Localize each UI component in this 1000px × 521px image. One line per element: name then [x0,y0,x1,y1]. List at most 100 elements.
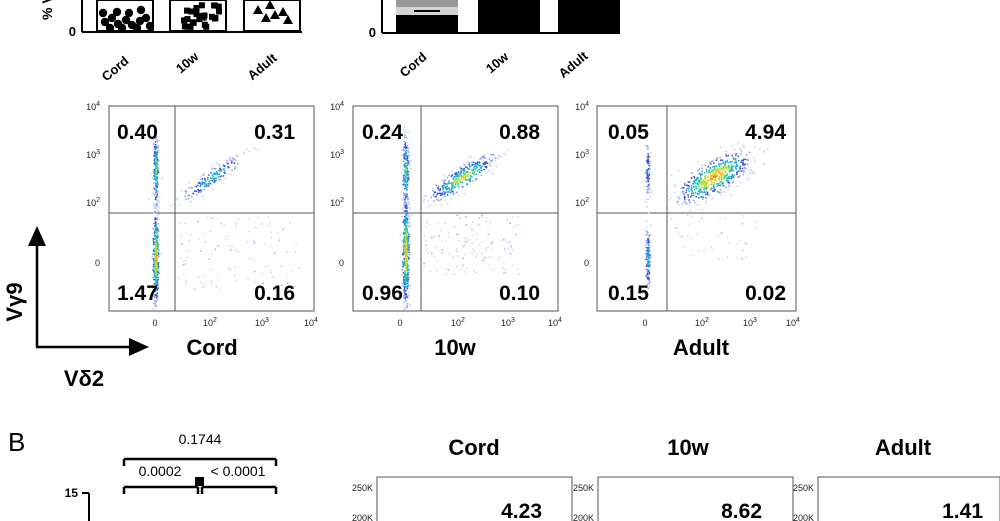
top-left-cat-adult: Adult [245,50,281,83]
flow-event [458,173,461,176]
flow-plot-cord-xtick-3: 103 [255,317,269,328]
flow-event [647,191,649,194]
flow-event [485,250,488,252]
flow-event [685,191,687,194]
flow-event [242,151,245,154]
flow-event [748,151,751,154]
flow-event [197,220,199,223]
flow-event [648,174,651,177]
flow-event [408,215,411,218]
flow-event [219,178,221,181]
flow-event [465,166,467,169]
flow-event [201,194,204,197]
flow-event [453,273,456,275]
flow-event [406,207,408,210]
flow-event [668,199,671,201]
flow-event [156,234,159,237]
flow-event [154,150,156,153]
flow-event [201,181,204,183]
flow-event [723,191,725,194]
flow-event [423,198,426,201]
flow-event [404,200,407,203]
b-right-adult-ytick-200k: 200K [793,513,814,521]
flow-event [403,229,406,231]
flow-event [404,285,406,288]
flow-event [688,187,691,190]
flow-event [695,185,697,188]
flow-event [156,201,159,204]
flow-event [190,233,192,236]
flow-event [457,185,460,188]
flow-event [248,257,251,260]
flow-event [718,179,721,182]
flow-event [482,156,484,159]
flow-event [148,198,151,201]
flow-event [515,224,517,227]
flow-event [156,193,159,196]
flow-event [156,269,159,272]
data-point [188,8,195,15]
flow-event [752,170,754,173]
flow-event [746,163,749,166]
flow-event [292,286,295,288]
flow-event [247,218,250,220]
flow-event [177,277,180,280]
flow-event [681,203,684,205]
flow-event [678,231,681,233]
flow-event [471,229,473,231]
flow-event [731,167,734,170]
flow-event [766,148,769,151]
flow-event [406,305,408,307]
flow-event [404,192,407,195]
flow-event [404,179,406,182]
flow-event [185,280,187,283]
data-point [132,23,142,33]
flow-event [236,154,239,157]
flow-event [405,246,408,248]
flow-event [644,233,647,236]
flow-event [151,258,154,260]
flow-event [441,252,444,254]
flow-event [645,256,648,258]
flow-event [731,173,734,176]
flow-event [406,276,408,279]
flow-event [730,165,733,168]
flow-event [650,245,652,248]
flow-event [479,164,482,167]
flow-event [156,185,159,188]
flow-event [194,287,196,290]
flow-event [153,296,156,298]
flow-event [405,166,408,169]
flow-event [405,179,408,181]
flow-event [739,167,742,170]
flow-plot-cord-q-lr: 0.16 [254,282,295,305]
flow-event [459,175,462,178]
flow-event [703,181,706,184]
flow-event [406,297,409,299]
flow-event [185,190,188,193]
flow-event [709,176,712,179]
flow-event [710,188,712,191]
flow-event [498,255,501,258]
flow-event [408,257,410,260]
flow-event [483,153,486,156]
flow-event [690,194,693,197]
flow-event [721,166,723,169]
flow-event [400,171,403,174]
flow-event [648,172,651,174]
flow-event [217,245,219,247]
flow-event [206,178,209,181]
flow-plot-10w-ytick-2: 102 [330,197,344,208]
flow-event [469,180,472,183]
flow-event [472,163,475,166]
flow-event [407,147,410,150]
flow-event [190,195,193,198]
flow-event [201,178,204,180]
flow-event [426,251,429,253]
flow-event [408,254,411,256]
flow-event [153,162,155,165]
flow-event [742,173,745,176]
flow-event [646,185,649,188]
flow-event [407,271,409,274]
flow-event [154,159,157,162]
